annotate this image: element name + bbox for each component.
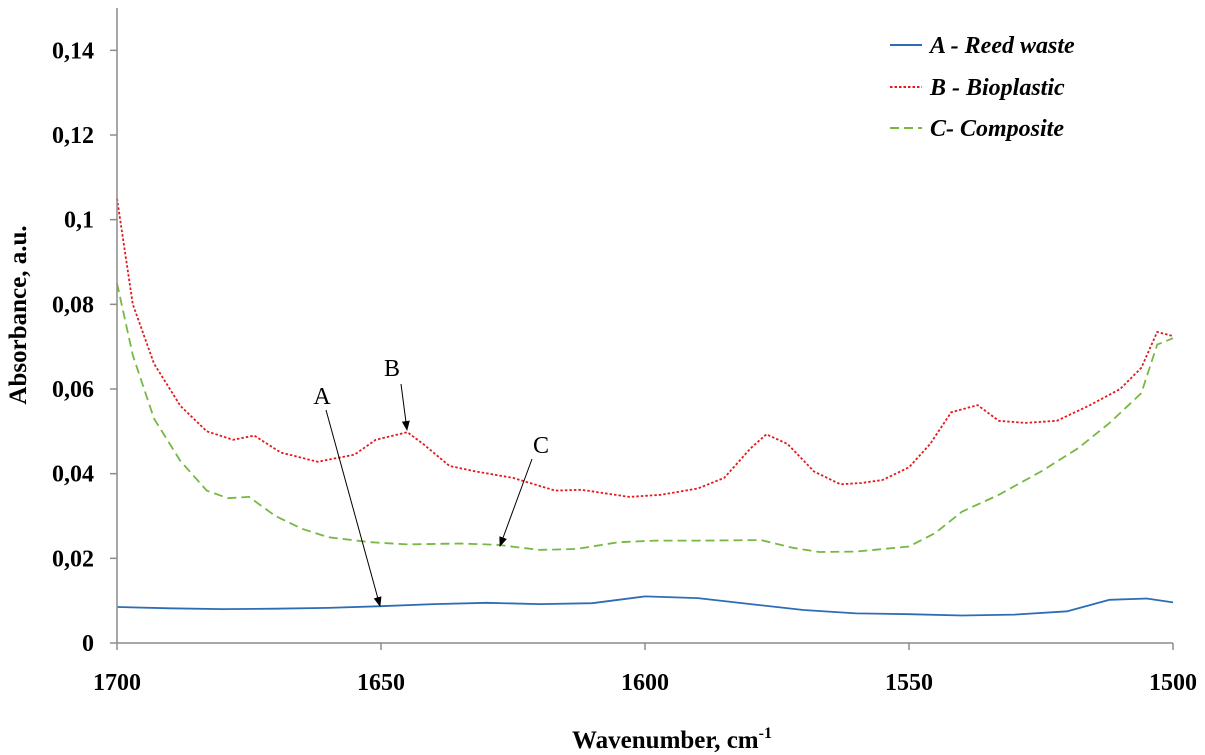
series-line-a [116, 595, 1174, 617]
series-layer [116, 198, 1174, 617]
x-axis-ticks: 1700 1650 1600 1550 1500 [93, 643, 1197, 696]
y-tick-label: 0,08 [52, 292, 94, 318]
legend-item-b: B - Bioplastic [890, 75, 1065, 101]
annotations: A B C [313, 356, 549, 607]
y-tick-label: 0,04 [52, 462, 94, 488]
legend-label-b: B - Bioplastic [929, 75, 1065, 101]
x-tick-label: 1500 [1149, 670, 1197, 696]
legend-label-c: C- Composite [930, 116, 1064, 142]
legend-item-c: C- Composite [890, 116, 1064, 142]
x-axis-title: Wavenumber, cm-1 [572, 725, 772, 754]
y-axis-ticks: 0 0,02 0,04 0,06 0,08 0,1 0,12 0,14 [52, 38, 117, 657]
y-tick-label: 0,02 [52, 546, 94, 572]
annotation-arrow-b [400, 383, 410, 431]
legend-item-a: A - Reed waste [890, 33, 1075, 59]
annotation-label-c: C [533, 433, 549, 459]
legend-label-a: A - Reed waste [928, 33, 1075, 59]
annotation-label-a: A [313, 384, 331, 410]
y-tick-label: 0,14 [52, 38, 94, 64]
legend: A - Reed waste B - Bioplastic C- Composi… [890, 33, 1075, 142]
annotation-arrow-c [499, 458, 533, 547]
annotation-arrow-a [325, 409, 382, 607]
y-tick-label: 0,06 [52, 377, 94, 403]
x-axis-title-superscript: -1 [759, 725, 772, 742]
annotation-label-b: B [384, 356, 400, 382]
y-tick-label: 0,1 [64, 208, 94, 234]
x-tick-label: 1700 [93, 670, 141, 696]
x-tick-label: 1650 [357, 670, 405, 696]
x-tick-label: 1550 [885, 670, 933, 696]
series-line-c [116, 283, 1174, 553]
series-line-b [116, 198, 1174, 498]
x-tick-label: 1600 [621, 670, 669, 696]
y-tick-label: 0 [82, 631, 94, 657]
y-tick-label: 0,12 [52, 123, 94, 149]
y-axis-title: Absorbance, a.u. [5, 225, 32, 404]
